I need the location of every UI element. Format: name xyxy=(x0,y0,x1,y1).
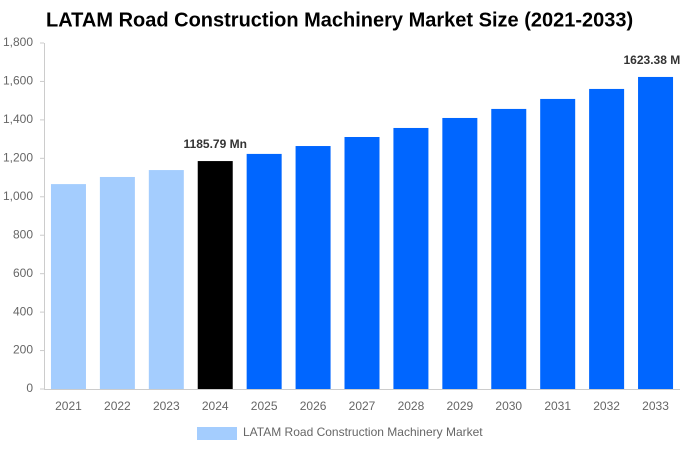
bar xyxy=(295,146,331,389)
bar xyxy=(50,184,86,389)
y-tick-label: 1,600 xyxy=(3,74,33,88)
bar xyxy=(491,108,527,389)
y-tick-label: 200 xyxy=(13,343,33,357)
x-tick-label: 2021 xyxy=(55,399,82,413)
x-tick-label: 2029 xyxy=(446,399,473,413)
bar xyxy=(638,76,674,389)
y-tick-label: 400 xyxy=(13,304,33,318)
bar xyxy=(197,161,233,389)
x-tick-label: 2031 xyxy=(544,399,571,413)
x-tick-label: 2026 xyxy=(300,399,327,413)
data-label: 1623.38 Mn xyxy=(624,53,680,67)
x-tick-label: 2033 xyxy=(642,399,669,413)
legend-label: LATAM Road Construction Machinery Market xyxy=(243,425,483,439)
bar xyxy=(393,127,429,389)
y-tick-label: 1,200 xyxy=(3,151,33,165)
x-tick-label: 2032 xyxy=(593,399,620,413)
data-label: 1185.79 Mn xyxy=(184,137,247,151)
x-tick-label: 2030 xyxy=(495,399,522,413)
x-tick-label: 2025 xyxy=(251,399,278,413)
x-tick-label: 2024 xyxy=(202,399,229,413)
bar xyxy=(589,88,625,390)
bar xyxy=(148,170,184,389)
y-tick-label: 1,000 xyxy=(3,189,33,203)
bar xyxy=(246,153,282,389)
y-tick-label: 0 xyxy=(26,381,33,395)
bar xyxy=(344,136,380,389)
x-tick-label: 2022 xyxy=(104,399,131,413)
y-tick-label: 800 xyxy=(13,227,33,241)
y-tick-label: 1,800 xyxy=(3,35,33,49)
x-tick-label: 2023 xyxy=(153,399,180,413)
bar xyxy=(442,117,478,389)
y-tick-label: 600 xyxy=(13,266,33,280)
bar xyxy=(540,98,576,389)
y-tick-label: 1,400 xyxy=(3,112,33,126)
bar xyxy=(99,176,135,389)
legend-swatch xyxy=(197,427,237,440)
x-tick-label: 2027 xyxy=(349,399,376,413)
chart-title: LATAM Road Construction Machinery Market… xyxy=(46,9,633,31)
x-tick-label: 2028 xyxy=(398,399,425,413)
